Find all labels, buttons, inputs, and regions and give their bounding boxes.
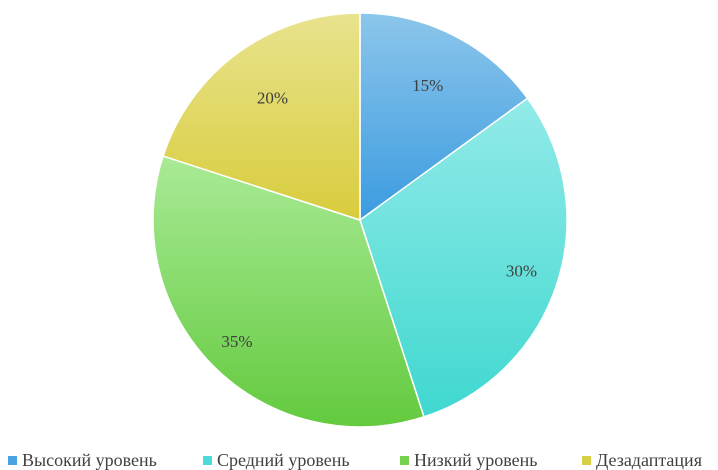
legend-label-high: Высокий уровень [22,450,157,470]
legend-item-high: Высокий уровень [8,450,157,470]
legend-swatch-medium [203,456,212,465]
pie-slice-high [359,12,529,222]
pie-slices [152,12,568,428]
data-label-maladaptation: 20% [257,88,288,107]
legend-item-maladaptation: Дезадаптация [582,450,702,470]
legend-swatch-low [400,456,409,465]
data-label-medium: 30% [506,261,537,280]
legend-swatch-maladaptation [582,456,591,465]
data-label-low: 35% [221,332,252,351]
legend-item-medium: Средний уровень [203,450,350,470]
legend-label-low: Низкий уровень [414,450,538,470]
data-label-high: 15% [412,76,443,95]
legend-label-maladaptation: Дезадаптация [596,450,702,470]
pie-slice-low [152,155,425,428]
legend-label-medium: Средний уровень [217,450,350,470]
pie-data-labels: 15% 30% 35% 20% [221,76,537,351]
pie-slice-medium [359,97,568,418]
chart-legend: Высокий уровень Средний уровень Низкий у… [0,450,718,470]
legend-item-low: Низкий уровень [400,450,537,470]
pie-slice-maladaptation [162,12,361,222]
legend-swatch-high [8,456,17,465]
